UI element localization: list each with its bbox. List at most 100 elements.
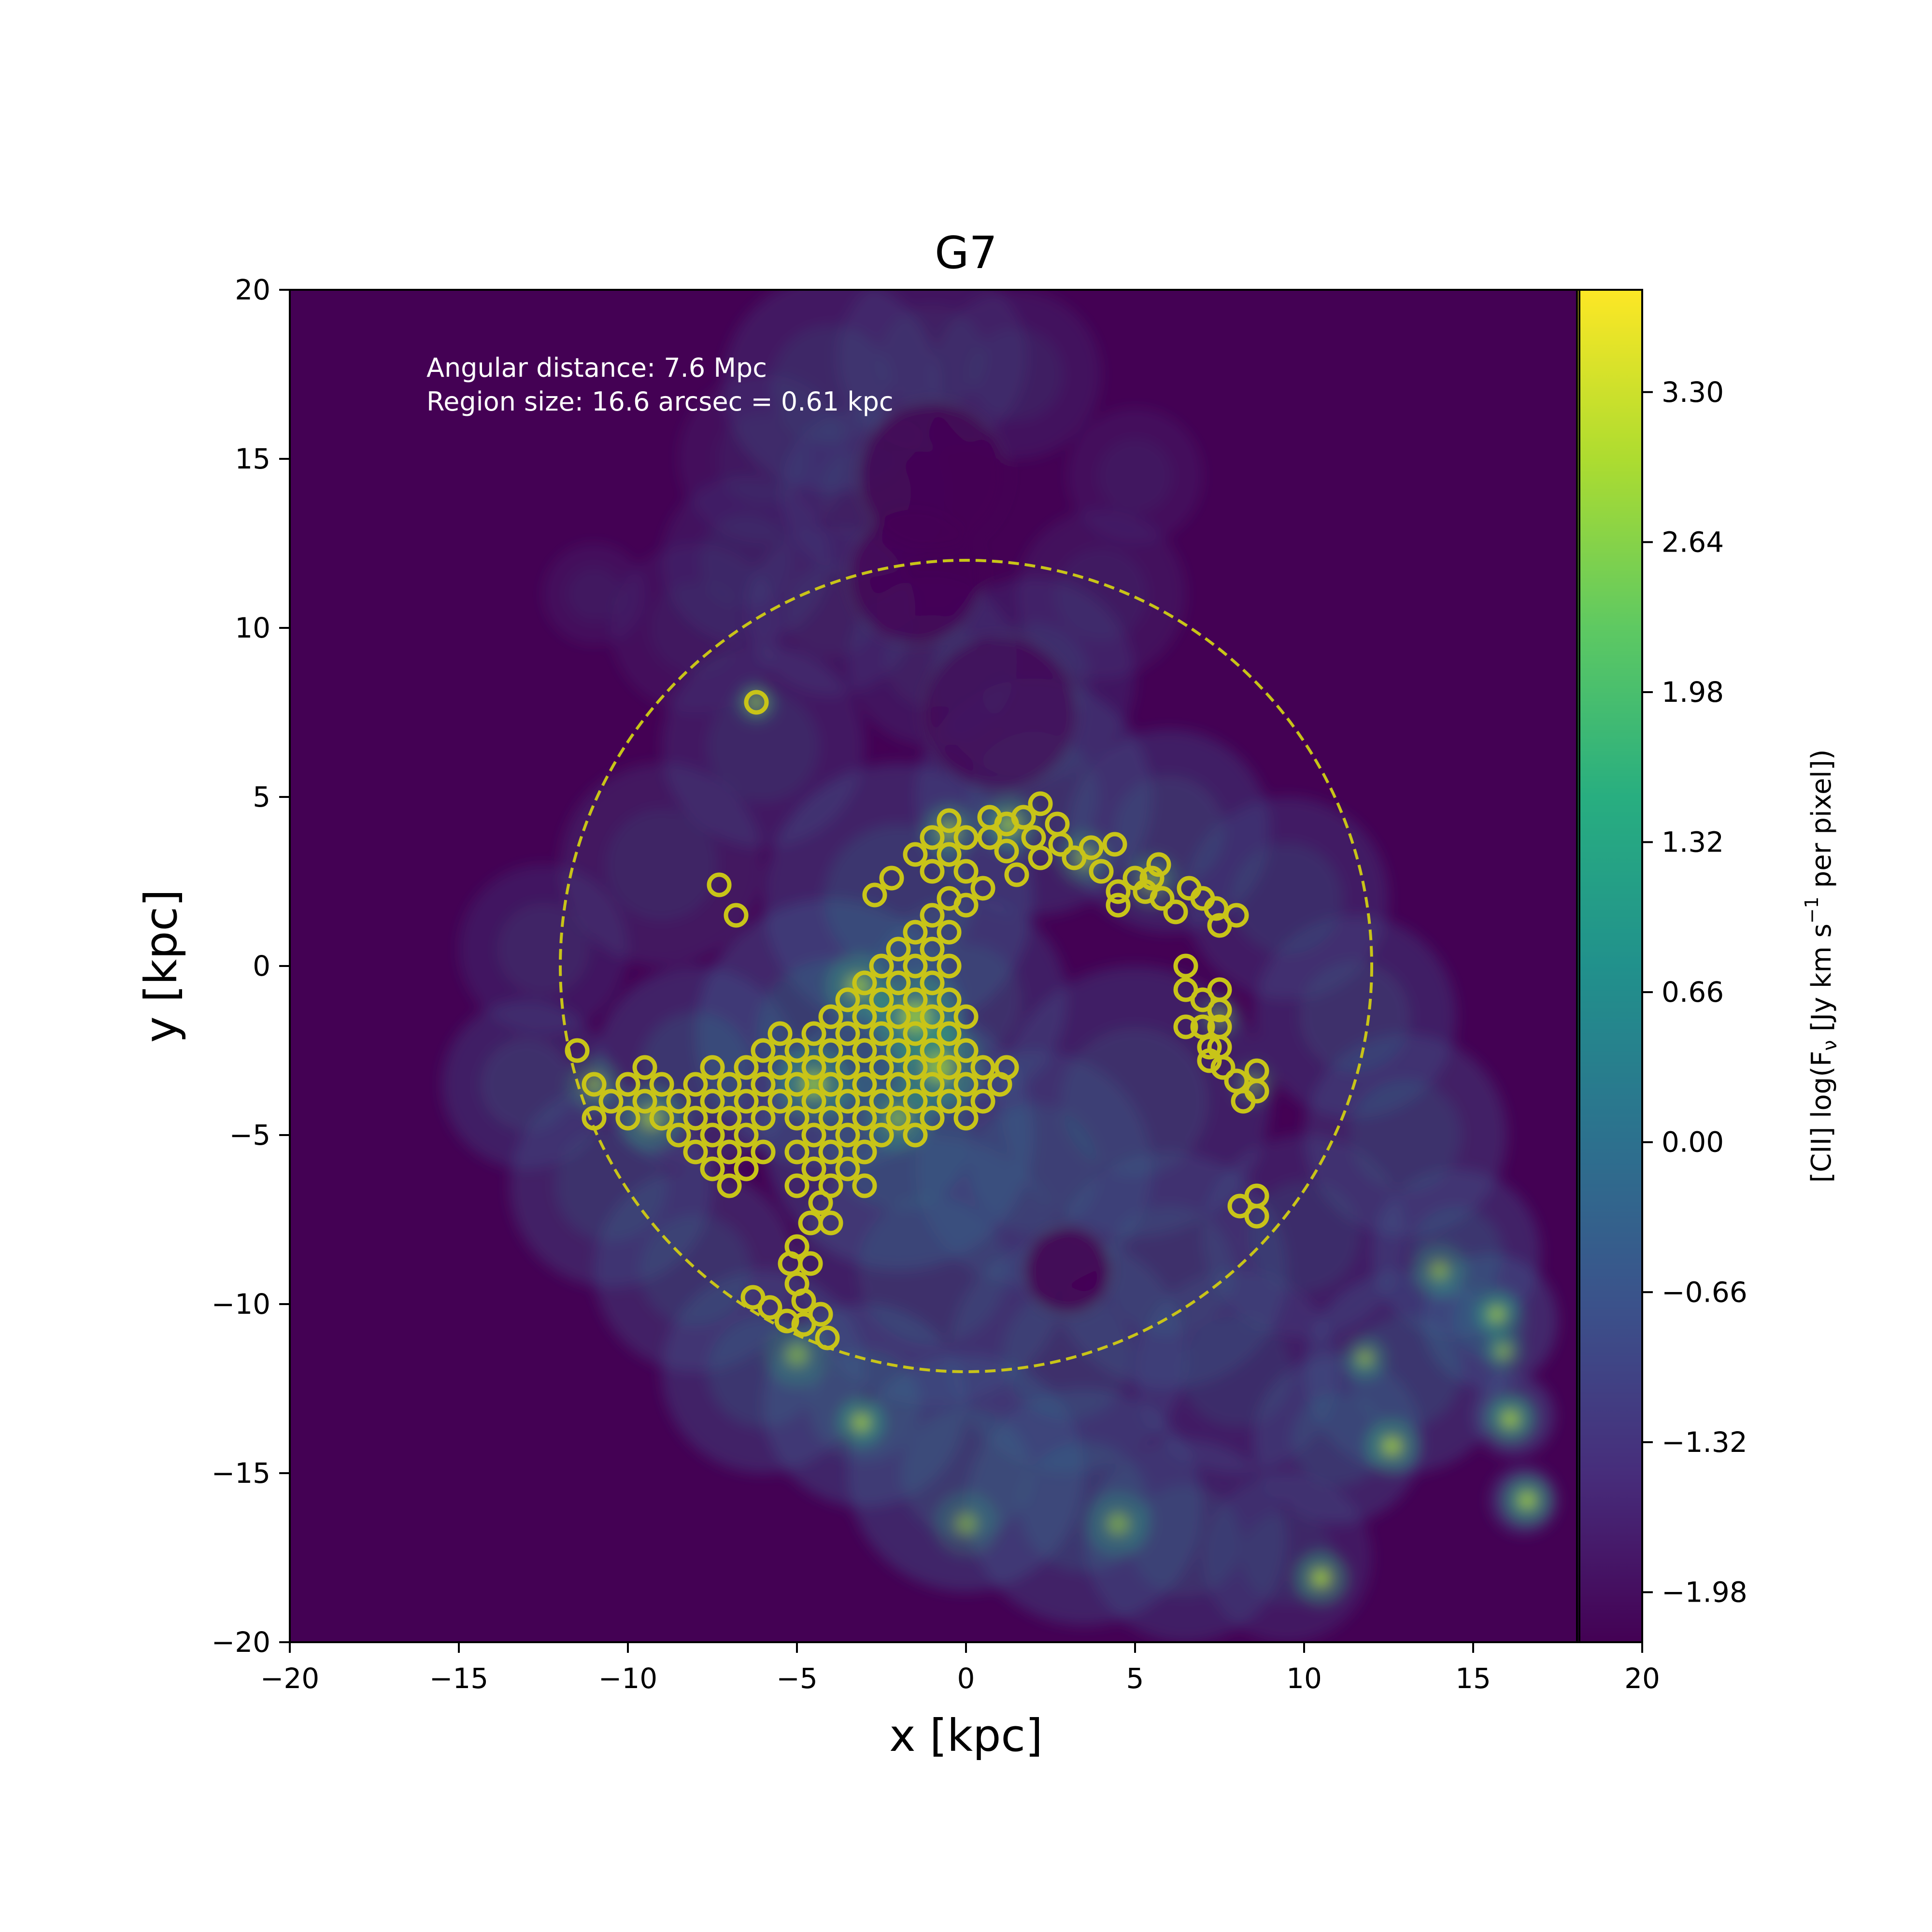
region-marker-20 — [700, 1122, 725, 1148]
region-marker-55 — [835, 1055, 860, 1080]
hotspot-7 — [1357, 1350, 1373, 1366]
region-marker-89 — [920, 1038, 945, 1063]
region-marker-50 — [818, 1106, 843, 1131]
region-marker-132 — [1102, 832, 1127, 857]
region-marker-91 — [920, 1106, 945, 1131]
region-marker-111 — [920, 859, 945, 884]
y-tick-label-3: −5 — [229, 1119, 271, 1151]
region-marker-18 — [700, 1055, 725, 1080]
region-marker-11 — [649, 1072, 674, 1097]
y-tick-label-4: 0 — [253, 950, 270, 982]
region-marker-97 — [937, 1055, 962, 1080]
region-marker-101 — [953, 1072, 979, 1097]
region-marker-166 — [757, 1295, 782, 1320]
region-marker-152 — [1207, 997, 1232, 1023]
emission-core-31 — [1350, 1079, 1462, 1191]
emission-core-0 — [771, 325, 891, 444]
colorbar-label-exp: −1 — [1801, 896, 1822, 923]
emission-core-7 — [649, 581, 742, 675]
region-marker-26 — [734, 1055, 759, 1080]
hotspot-5 — [1489, 1307, 1505, 1322]
region-marker-33 — [751, 1139, 776, 1165]
region-marker-40 — [784, 1139, 810, 1165]
hotspot-3 — [1519, 1492, 1536, 1509]
region-marker-90 — [920, 1072, 945, 1097]
aperture-circle — [559, 559, 1373, 1373]
region-marker-138 — [1146, 852, 1171, 877]
region-marker-72 — [886, 937, 911, 962]
region-marker-78 — [903, 920, 928, 945]
region-marker-133 — [1106, 879, 1131, 904]
region-marker-24 — [717, 1139, 742, 1165]
region-marker-109 — [903, 842, 928, 867]
emission-core-23 — [1130, 1485, 1242, 1597]
region-marker-68 — [869, 1021, 894, 1046]
region-marker-115 — [953, 859, 979, 884]
region-marker-114 — [953, 825, 979, 850]
region-marker-169 — [791, 1288, 816, 1313]
region-marker-154 — [1197, 1035, 1222, 1060]
emission-core-3 — [716, 412, 810, 506]
region-marker-41 — [784, 1173, 810, 1198]
colorbar-tick-label-6: 1.98 — [1662, 676, 1724, 709]
region-marker-0 — [744, 690, 769, 715]
region-marker-45 — [801, 1122, 826, 1148]
emission-core-32 — [1299, 961, 1411, 1073]
region-marker-27 — [734, 1089, 759, 1114]
region-marker-43 — [801, 1055, 826, 1080]
y-tick-label-2: −10 — [212, 1288, 270, 1321]
colorbar-label-nu: ν — [1819, 1040, 1841, 1051]
region-marker-137 — [1139, 866, 1165, 891]
region-marker-130 — [1079, 835, 1104, 860]
x-tick-label-6: 10 — [1286, 1662, 1322, 1695]
emission-core-16 — [480, 1037, 573, 1131]
region-marker-47 — [818, 1004, 843, 1029]
region-marker-74 — [886, 1004, 911, 1029]
region-marker-71 — [869, 1122, 894, 1148]
region-marker-38 — [784, 1072, 810, 1097]
hotspot-4 — [1502, 1410, 1519, 1428]
region-marker-13 — [666, 1089, 691, 1114]
emission-core-2 — [970, 327, 1064, 421]
region-marker-96 — [937, 1021, 962, 1046]
region-marker-79 — [903, 953, 928, 979]
region-marker-83 — [903, 1089, 928, 1114]
region-marker-32 — [751, 1106, 776, 1131]
hotspot-8 — [750, 696, 763, 709]
region-marker-21 — [700, 1156, 725, 1181]
colorbar-label-prefix: [CII] log(F — [1806, 1051, 1837, 1183]
region-marker-107 — [862, 882, 887, 908]
region-marker-128 — [1048, 832, 1073, 857]
region-marker-131 — [1089, 859, 1114, 884]
colorbar-tick-label-3: 0.00 — [1662, 1126, 1724, 1159]
hotspot-23 — [1430, 1261, 1449, 1280]
region-marker-44 — [801, 1089, 826, 1114]
colorbar: −1.98−1.32−0.660.000.661.321.982.643.30 … — [1578, 289, 1841, 1643]
region-marker-149 — [1173, 1014, 1198, 1039]
region-marker-63 — [852, 1106, 877, 1131]
x-tick-label-4: 0 — [957, 1662, 975, 1695]
emission-core-13 — [707, 690, 819, 802]
colorbar-gradient — [1579, 290, 1642, 1642]
region-marker-69 — [869, 1055, 894, 1080]
emission-core-11 — [1054, 547, 1148, 641]
region-marker-164 — [1244, 1204, 1269, 1229]
region-marker-14 — [666, 1122, 691, 1148]
emission-core-44 — [1180, 1316, 1293, 1428]
region-marker-42 — [801, 1021, 826, 1046]
hotspot-18 — [887, 1107, 910, 1130]
region-markers — [565, 690, 1269, 1350]
region-marker-175 — [808, 1302, 833, 1327]
region-marker-57 — [835, 1122, 860, 1148]
x-axis-label: x [kpc] — [889, 1710, 1043, 1762]
region-marker-81 — [903, 1021, 928, 1046]
region-marker-140 — [1163, 899, 1188, 924]
region-marker-146 — [1173, 953, 1198, 979]
region-marker-51 — [818, 1139, 843, 1165]
hotspot-2 — [1382, 1436, 1402, 1456]
region-marker-86 — [920, 937, 945, 962]
region-marker-7 — [615, 1072, 640, 1097]
region-marker-103 — [970, 1055, 995, 1080]
region-marker-95 — [937, 987, 962, 1012]
